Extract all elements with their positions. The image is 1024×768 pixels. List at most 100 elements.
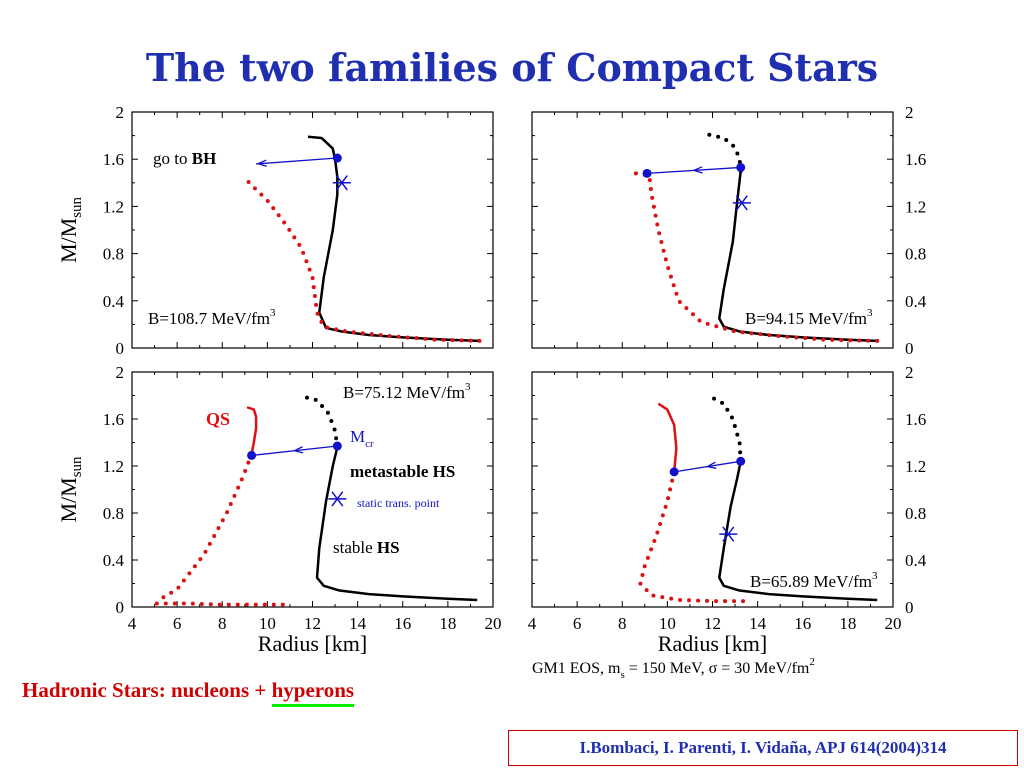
stable-text: stable: [333, 538, 377, 557]
x-tick-label: 10: [659, 614, 676, 633]
series-line-quark-solid: [246, 406, 258, 455]
y-tick-label: 0: [116, 598, 125, 617]
asterisk-stroke: [735, 195, 748, 211]
y-tick-label: 0.8: [905, 245, 926, 264]
series-line-quark-dotted: [154, 601, 288, 607]
transition-end-point: [247, 450, 257, 460]
hs-text: HS: [377, 538, 400, 557]
y-tick-label: 1.6: [905, 410, 926, 429]
static-trans-point-label: static trans. point: [357, 496, 440, 510]
y-tick-label: 2: [116, 363, 125, 382]
transition-end-point: [642, 168, 652, 178]
eos-values: = 150 MeV, σ = 30 MeV/fm: [625, 660, 810, 677]
bag-constant-exponent: 3: [465, 381, 471, 393]
citation-box: I.Bombaci, I. Parenti, I. Vidaña, APJ 61…: [508, 730, 1018, 766]
bh-text: BH: [192, 149, 217, 168]
static-transition-point: [328, 491, 347, 507]
eos-note-text: GM1 EOS, ms = 150 MeV, σ = 30 MeV/fm2: [532, 656, 815, 681]
x-axis-label: Radius [km]: [258, 631, 367, 656]
bag-constant-text: B=108.7 MeV/fm: [148, 309, 270, 328]
bag-constant-label: B=108.7 MeV/fm3: [148, 307, 276, 328]
bag-constant-label: B=65.89 MeV/fm3: [750, 570, 878, 591]
x-tick-label: 18: [839, 614, 856, 633]
eos-gm1: GM1 EOS, m: [532, 660, 621, 677]
transition-arrow-head: [292, 446, 304, 454]
stable-hs-label: stable HS: [333, 538, 400, 557]
x-tick-label: 8: [618, 614, 627, 633]
transition-arrow-head: [256, 159, 267, 167]
metastable-hs-label: metastable HS: [350, 462, 455, 481]
x-tick-label: 6: [173, 614, 182, 633]
asterisk-stroke: [335, 175, 348, 191]
y-tick-label: 0.8: [103, 245, 124, 264]
asterisk-stroke: [722, 526, 735, 542]
asterisk-stroke: [331, 491, 344, 507]
bag-constant-text: B=94.15 MeV/fm: [745, 309, 867, 328]
y-tick-label: 2: [905, 103, 914, 122]
series-line-hadronic-solid: [315, 446, 478, 602]
slide-title: The two families of Compact Stars: [145, 45, 879, 90]
series-line-hadronic-dotted: [705, 393, 743, 464]
y-axis-label-main: M/M: [56, 477, 81, 522]
series-line-quark-dotted: [638, 469, 749, 604]
series-line-quark-dotted: [242, 176, 482, 343]
panel-bottom-right: 0 0.4 0.8 1.2 1.6 2 4 6 8 10 12 14 16 18 20 Radius [km]…: [528, 363, 927, 656]
y-tick-label: 0.4: [905, 551, 927, 570]
x-tick-label: 16: [394, 614, 411, 633]
panel-top-right: 0 0.4 0.8 1.2 1.6 2 B=94.15 MeV/fm3: [531, 103, 927, 358]
y-tick-label: 0.4: [103, 551, 125, 570]
transition-arrow-head: [691, 166, 703, 174]
transition-start-point: [736, 162, 746, 172]
y-tick-label: 0: [905, 598, 914, 617]
bag-constant-label: B=94.15 MeV/fm3: [745, 307, 873, 328]
x-tick-label: 16: [794, 614, 811, 633]
eos-exponent: 2: [809, 656, 815, 668]
y-tick-label: 1.2: [905, 457, 926, 476]
transition-start-point: [332, 153, 342, 163]
series-line-hadronic-solid: [718, 170, 878, 343]
transition-arrow-line: [256, 157, 338, 165]
mcr-subscript: cr: [365, 438, 374, 450]
static-transition-point: [719, 526, 738, 542]
y-tick-label: 1.2: [103, 457, 124, 476]
bag-constant-text: B=65.89 MeV/fm: [750, 572, 872, 591]
transition-start-point: [736, 456, 746, 466]
mcr-text: M: [350, 427, 365, 446]
y-axis-label: M/Msun: [56, 456, 85, 523]
transition-arrow-head: [705, 461, 717, 469]
y-tick-label: 0.4: [103, 292, 125, 311]
x-tick-label: 14: [349, 614, 367, 633]
x-tick-label: 18: [439, 614, 456, 633]
y-tick-label: 0.8: [905, 504, 926, 523]
y-tick-label: 1.2: [905, 197, 926, 216]
x-tick-label: 4: [528, 614, 537, 633]
y-tick-label: 2: [905, 363, 914, 382]
static-transition-point: [732, 195, 751, 211]
y-axis-label: M/Msun: [56, 196, 85, 263]
y-tick-label: 0.8: [103, 504, 124, 523]
panel-top-left: 0 0.4 0.8 1.2 1.6 2 M/Msun B=108.7 MeV/fm3 go to…: [56, 103, 494, 358]
y-tick-label: 2: [116, 103, 125, 122]
qs-label: QS: [206, 409, 230, 429]
x-tick-label: 20: [485, 614, 502, 633]
x-tick-label: 10: [259, 614, 276, 633]
x-axis-label: Radius [km]: [658, 631, 767, 656]
x-tick-label: 6: [573, 614, 582, 633]
hadronic-stars-prefix: Hadronic Stars: nucleons +: [22, 678, 272, 702]
x-tick-label: 12: [704, 614, 721, 633]
series-line-hadronic-solid: [307, 135, 480, 343]
eos-ms-subscript: s: [620, 669, 624, 681]
y-tick-label: 0: [116, 339, 125, 358]
y-tick-label: 0.4: [905, 292, 927, 311]
x-tick-label: 12: [304, 614, 321, 633]
eos-note: GM1 EOS, ms = 150 MeV, σ = 30 MeV/fm2: [532, 656, 815, 681]
series-line-hadronic-solid: [718, 461, 878, 602]
go-to-text: go to: [153, 149, 192, 168]
hadronic-stars-note: Hadronic Stars: nucleons + hyperons: [22, 678, 355, 707]
bag-constant-exponent: 3: [867, 307, 873, 319]
x-tick-label: 20: [885, 614, 902, 633]
bag-constant-exponent: 3: [872, 570, 878, 582]
bag-constant-text: B=75.12 MeV/fm: [343, 383, 465, 402]
plot-frame: [131, 371, 494, 608]
